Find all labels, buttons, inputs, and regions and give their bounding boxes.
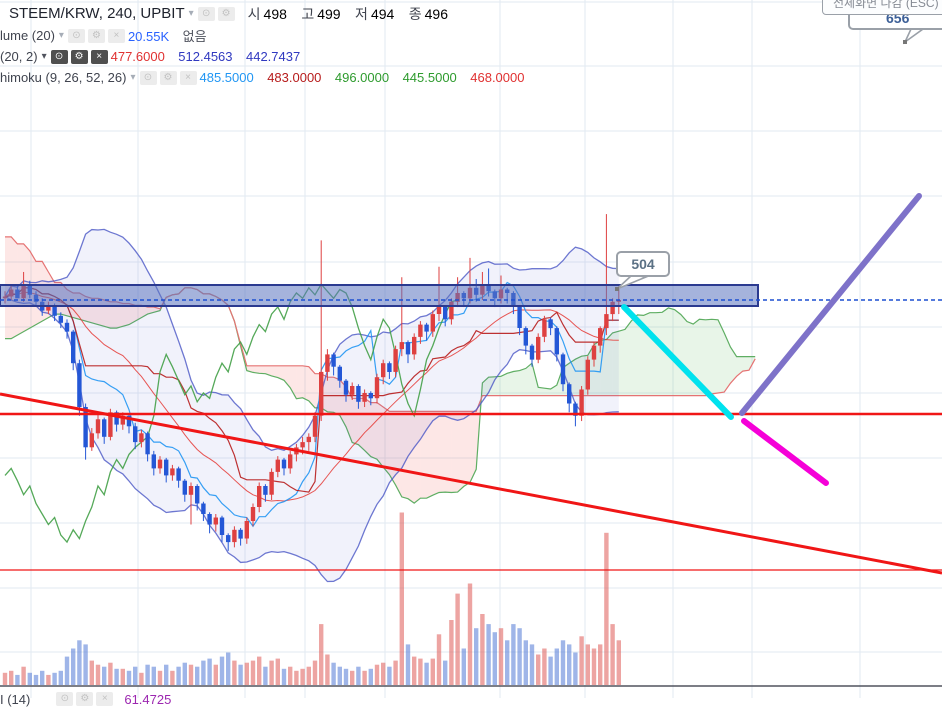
eye-icon[interactable]: ⊙ (50, 49, 68, 64)
rsi-indicator-label[interactable]: I (14) (0, 691, 31, 707)
eye-icon[interactable]: ⊙ (139, 70, 157, 85)
eye-icon[interactable]: ⊙ (67, 28, 85, 43)
volume-value: 20.55K (127, 28, 170, 44)
gear-icon[interactable]: ⚙ (70, 49, 88, 64)
price-callout-504[interactable]: 504 (616, 251, 670, 277)
close-label: 종 (408, 5, 422, 22)
chevron-down-icon[interactable]: ▾ (41, 51, 47, 62)
ichimoku-chikou-value: 496.0000 (334, 69, 390, 85)
drawn-cyan-line (621, 304, 734, 420)
gear-icon[interactable]: ⚙ (217, 6, 235, 21)
open-value: 498 (263, 5, 287, 22)
bb-basis-value: 477.6000 (110, 48, 165, 64)
chevron-down-icon[interactable]: ▾ (58, 30, 64, 41)
ichimoku-indicator-label[interactable]: himoku (9, 26, 52, 26) (0, 70, 127, 85)
open-label: 시 (247, 5, 261, 22)
low-label: 저 (355, 5, 368, 22)
rsi-value: 61.4725 (124, 691, 172, 707)
volume-indicator-label[interactable]: lume (20) (0, 28, 55, 43)
bb-upper-value: 512.4563 (178, 48, 233, 64)
symbol-title[interactable]: STEEM/KRW, 240, UPBIT (9, 5, 185, 22)
close-icon[interactable]: × (179, 70, 197, 85)
eye-icon[interactable]: ⊙ (56, 692, 74, 706)
chevron-down-icon[interactable]: ▾ (188, 8, 194, 19)
eye-icon[interactable]: ⊙ (197, 6, 215, 21)
chevron-down-icon[interactable]: ▾ (130, 72, 136, 83)
drawn-magenta-line (741, 418, 829, 486)
close-icon[interactable]: × (90, 49, 108, 64)
volume-extra: 없음 (182, 28, 207, 44)
high-value: 499 (317, 5, 341, 22)
gear-icon[interactable]: ⚙ (87, 28, 105, 43)
rsi-indicator-row: I (14) ⊙ ⚙ × 61.4725 (0, 689, 171, 709)
ichimoku-tenkan-value: 485.5000 (199, 69, 254, 85)
drawn-purple-line (739, 193, 922, 416)
gear-icon[interactable]: ⚙ (159, 70, 177, 85)
bollinger-indicator-label[interactable]: (20, 2) (0, 49, 38, 64)
exit-fullscreen-tooltip: 전체화면 나감 (ESC) (822, 0, 942, 15)
ichimoku-kijun-value: 483.0000 (267, 69, 322, 85)
ohlc-values: 시 498 고 499 저 494 종 496 (238, 4, 448, 24)
close-icon[interactable]: × (96, 692, 114, 706)
bb-lower-value: 442.7437 (245, 48, 301, 64)
ichimoku-senkouB-value: 468.0000 (470, 69, 525, 85)
gear-icon[interactable]: ⚙ (76, 692, 94, 706)
close-icon[interactable]: × (107, 28, 125, 43)
ichimoku-senkouA-value: 445.5000 (402, 69, 457, 85)
high-label: 고 (301, 5, 315, 22)
close-value: 496 (424, 5, 448, 22)
low-value: 494 (370, 5, 395, 22)
